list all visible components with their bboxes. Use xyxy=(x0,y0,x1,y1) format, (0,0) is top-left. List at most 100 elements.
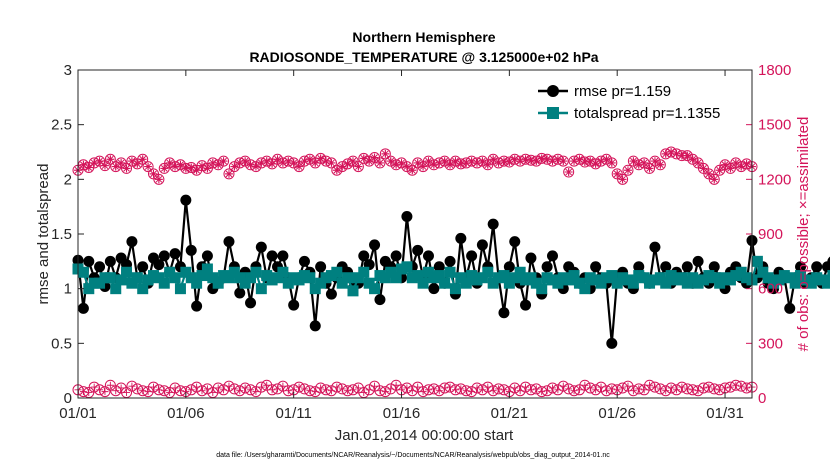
marker-obs_assimilated xyxy=(100,161,109,170)
point-totalspread xyxy=(115,274,127,286)
point-totalspread xyxy=(401,261,413,273)
footer-data-file: data file: /Users/gharamti/Documents/NCA… xyxy=(216,452,610,459)
point-rmse xyxy=(525,252,537,264)
marker-obs_possible_low xyxy=(482,381,494,393)
axes: 01/01 01/06 01/11 01/16 01/21 01/26 01/31 0 0.5 1… xyxy=(51,62,791,422)
marker-obs_assimilated xyxy=(742,159,751,168)
point-rmse xyxy=(433,261,445,273)
point-rmse xyxy=(476,239,488,251)
marker-obs_assimilated xyxy=(473,158,482,167)
point-rmse xyxy=(811,261,823,273)
marker-obs_possible xyxy=(223,168,235,180)
marker-obs_assimilated xyxy=(327,158,336,167)
point-totalspread xyxy=(417,277,429,289)
y-right-tick-label: 1800 xyxy=(758,62,791,79)
point-totalspread xyxy=(460,277,472,289)
marker-obs_assimilated xyxy=(203,164,212,173)
marker-obs_assimilated xyxy=(192,166,201,175)
marker-obs_assimilated xyxy=(214,160,223,169)
marker-obs_possible_low xyxy=(201,383,213,395)
marker-obs_possible_low xyxy=(325,385,337,397)
x-tick-label: 01/31 xyxy=(706,405,744,422)
y-right-tick-label: 0 xyxy=(758,390,766,407)
marker-obs_possible xyxy=(622,164,634,176)
y-left-tick-label: 1.5 xyxy=(51,226,72,243)
legend-spread-label: totalspread pr=1.1355 xyxy=(574,105,720,122)
marker-obs_assimilated xyxy=(322,157,331,166)
marker-obs_assimilated xyxy=(154,175,163,184)
marker-obs_assimilated xyxy=(710,175,719,184)
marker-obs_possible xyxy=(137,153,149,165)
point-rmse xyxy=(180,194,192,206)
marker-obs_assimilated xyxy=(149,169,158,178)
point-totalspread xyxy=(498,270,510,282)
y-axis-label-right: # of obs: o=possible; ×=assimilated xyxy=(795,117,812,352)
marker-obs_assimilated xyxy=(241,157,250,166)
point-rmse xyxy=(94,261,106,273)
marker-obs_assimilated xyxy=(570,157,579,166)
point-rmse xyxy=(590,261,602,273)
y-right-tick-label: 300 xyxy=(758,335,783,352)
x-tick-label: 01/21 xyxy=(491,405,529,422)
point-totalspread xyxy=(358,266,370,278)
marker-obs_assimilated xyxy=(338,162,347,171)
marker-obs_assimilated xyxy=(332,166,341,175)
marker-obs_assimilated xyxy=(726,164,735,173)
x-tick-label: 01/01 xyxy=(59,405,97,422)
marker-obs_assimilated xyxy=(704,169,713,178)
marker-obs_assimilated xyxy=(397,158,406,167)
marker-obs_possible xyxy=(617,173,629,185)
marker-obs_assimilated xyxy=(688,155,697,164)
marker-obs_assimilated xyxy=(375,158,384,167)
marker-obs_assimilated xyxy=(661,149,670,158)
plot-frame xyxy=(77,69,753,399)
marker-obs_assimilated xyxy=(564,168,573,177)
point-totalspread xyxy=(482,266,494,278)
point-rmse xyxy=(234,287,246,299)
y-left-tick-label: 1 xyxy=(64,281,72,298)
point-totalspread xyxy=(255,283,267,295)
marker-obs_assimilated xyxy=(699,164,708,173)
marker-obs_assimilated xyxy=(623,166,632,175)
marker-obs_assimilated xyxy=(548,157,557,166)
marker-obs_assimilated xyxy=(295,162,304,171)
point-rmse xyxy=(185,244,197,256)
marker-obs_assimilated xyxy=(521,155,530,164)
marker-obs_possible xyxy=(708,173,720,185)
marker-obs_assimilated xyxy=(478,157,487,166)
point-totalspread xyxy=(104,272,116,284)
point-totalspread xyxy=(449,283,461,295)
marker-obs_assimilated xyxy=(181,164,190,173)
marker-obs_possible xyxy=(121,162,133,174)
marker-obs_assimilated xyxy=(106,155,115,164)
marker-obs_assimilated xyxy=(122,164,131,173)
marker-obs_possible xyxy=(142,161,154,173)
marker-obs_assimilated xyxy=(230,162,239,171)
point-rmse xyxy=(191,300,203,312)
point-rmse xyxy=(266,250,278,262)
point-totalspread xyxy=(137,283,149,295)
point-totalspread xyxy=(196,270,208,282)
point-rmse xyxy=(606,337,618,349)
point-totalspread xyxy=(201,263,213,275)
marker-obs_assimilated xyxy=(235,158,244,167)
marker-obs_assimilated xyxy=(683,151,692,160)
marker-obs_assimilated xyxy=(537,154,546,163)
point-totalspread xyxy=(568,270,580,282)
x-axis-label: Jan.01,2014 00:00:00 start xyxy=(335,427,514,444)
marker-obs_possible_low xyxy=(385,383,397,395)
legend-rmse-marker xyxy=(547,85,559,97)
marker-obs_possible_low xyxy=(552,384,564,396)
point-rmse xyxy=(201,250,213,262)
point-rmse xyxy=(358,250,370,262)
marker-obs_assimilated xyxy=(165,158,174,167)
marker-obs_assimilated xyxy=(591,159,600,168)
marker-obs_assimilated xyxy=(677,151,686,160)
point-rmse xyxy=(245,297,257,309)
point-totalspread xyxy=(347,285,359,297)
point-totalspread xyxy=(433,270,445,282)
marker-obs_assimilated xyxy=(451,157,460,166)
marker-obs_assimilated xyxy=(559,157,568,166)
point-rmse xyxy=(309,320,321,332)
